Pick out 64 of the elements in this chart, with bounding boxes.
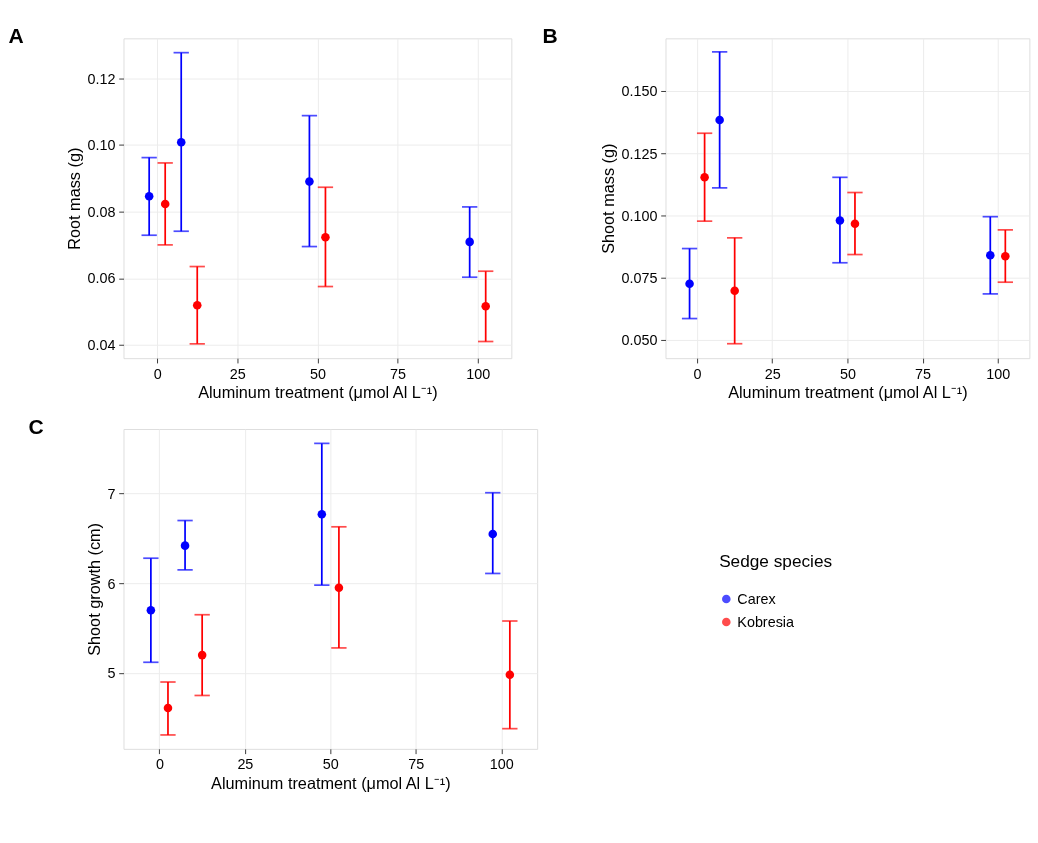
point	[715, 115, 724, 125]
legend-label: Kobresia	[737, 613, 795, 630]
point	[505, 670, 515, 680]
x-axis-title: Aluminum treatment (μmol Al L⁻¹)	[728, 382, 968, 401]
y-tick-label: 0.12	[87, 70, 116, 87]
point	[163, 703, 173, 713]
y-tick-label: 6	[107, 575, 116, 592]
x-tick-label: 0	[153, 365, 162, 382]
x-axis-title: Aluminum treatment (μmol Al L⁻¹)	[211, 773, 451, 792]
y-axis-title: Root mass (g)	[64, 147, 83, 250]
y-tick-label: 7	[107, 485, 116, 502]
point	[317, 509, 327, 519]
y-tick-label: 0.075	[621, 270, 658, 287]
y-tick-label: 0.08	[87, 203, 116, 220]
y-tick-label: 0.050	[621, 332, 658, 349]
point	[465, 237, 474, 247]
chart-title: A	[8, 24, 24, 48]
point	[144, 191, 154, 201]
chart-title: B	[542, 24, 558, 48]
legend-title: Sedge species	[719, 550, 833, 571]
x-tick-label: 50	[309, 365, 326, 382]
x-tick-label: 0	[693, 365, 702, 382]
x-tick-label: 0	[155, 756, 164, 773]
chart-title: C	[28, 414, 44, 438]
point	[321, 232, 330, 242]
point	[488, 529, 498, 539]
x-tick-label: 100	[489, 756, 514, 773]
y-tick-label: 0.125	[621, 145, 658, 162]
y-tick-label: 0.10	[87, 137, 116, 154]
point	[730, 286, 739, 295]
y-tick-label: 0.04	[87, 337, 116, 354]
point	[160, 199, 170, 209]
x-tick-label: 25	[229, 365, 246, 382]
point	[1001, 252, 1010, 261]
point	[986, 251, 995, 260]
point	[481, 301, 490, 311]
y-axis-title: Shoot mass (g)	[598, 143, 617, 254]
x-axis-title: Aluminum treatment (μmol Al L⁻¹)	[198, 382, 438, 401]
x-tick-label: 100	[986, 365, 1011, 382]
x-tick-label: 100	[466, 365, 491, 382]
legend-label: Carex	[737, 590, 777, 607]
point	[180, 541, 190, 550]
point	[192, 300, 202, 310]
point	[850, 219, 860, 228]
x-tick-label: 50	[839, 365, 856, 382]
point	[176, 138, 186, 147]
point	[334, 583, 344, 593]
point	[197, 650, 207, 660]
y-tick-label: 5	[107, 665, 116, 682]
point	[700, 173, 709, 182]
x-tick-label: 50	[322, 756, 339, 773]
y-tick-label: 0.150	[621, 83, 658, 100]
x-tick-label: 25	[764, 365, 781, 382]
y-tick-label: 0.100	[621, 207, 658, 224]
point	[146, 605, 156, 615]
y-tick-label: 0.06	[87, 270, 116, 287]
point	[305, 177, 314, 186]
x-tick-label: 75	[408, 756, 425, 773]
point	[685, 279, 694, 288]
point	[835, 216, 845, 225]
x-tick-label: 75	[915, 365, 932, 382]
x-tick-label: 25	[237, 756, 254, 773]
x-tick-label: 75	[390, 365, 407, 382]
y-axis-title: Shoot growth (cm)	[84, 522, 103, 656]
